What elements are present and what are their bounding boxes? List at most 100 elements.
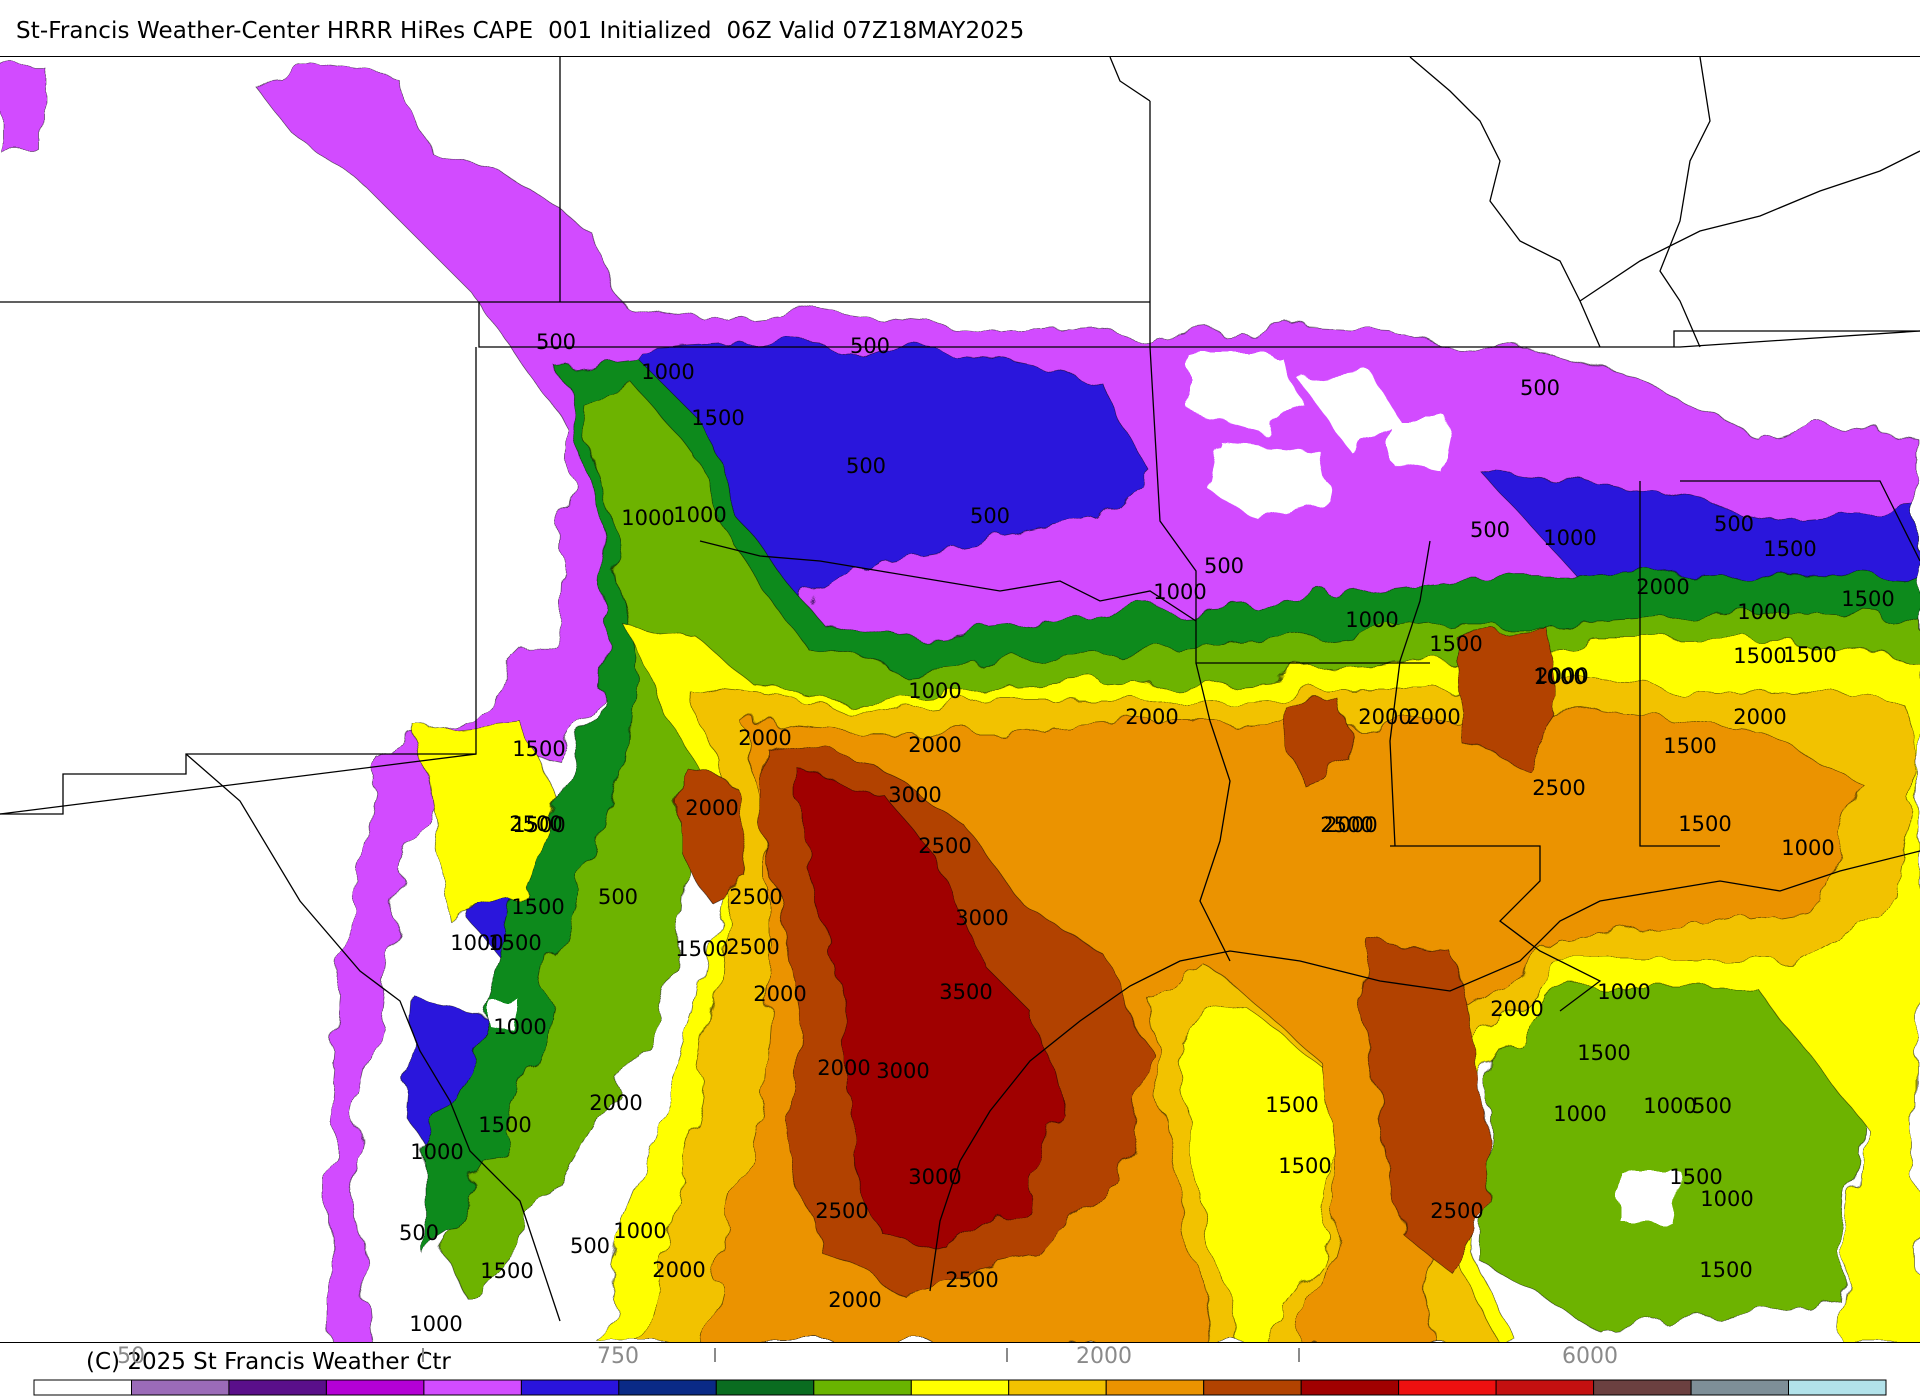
color-scale-box (1788, 1379, 1887, 1396)
border-line-7 (185, 753, 561, 1322)
contour-label: 1500 (1577, 1041, 1630, 1065)
contour-label: 2500 (1430, 1199, 1483, 1223)
border-line-18 (1389, 540, 1431, 847)
border-line-11 (1680, 480, 1920, 562)
contour-label: 2000 (908, 733, 961, 757)
color-scale-box (1105, 1379, 1205, 1396)
contour-label: 2000 (1636, 575, 1689, 599)
cape-field (0, 62, 1920, 1342)
contour-label: 1000 (1737, 600, 1790, 624)
border-line-15 (1579, 150, 1920, 302)
color-scale-box (1008, 1379, 1107, 1396)
color-scale-box (1593, 1379, 1692, 1396)
cape-3000-region (799, 770, 1061, 1252)
contour-label: 1500 (1265, 1093, 1318, 1117)
contour-label: 1000 (1781, 836, 1834, 860)
contour-label: 2000 (738, 726, 791, 750)
contour-label: 2500 (509, 812, 562, 836)
contour-label: 500 (1520, 376, 1560, 400)
contour-label: 500 (598, 885, 638, 909)
border-line-14 (1659, 57, 1711, 348)
contour-label: 3000 (876, 1059, 929, 1083)
color-scale-tick-label: 2000 (1076, 1344, 1132, 1369)
contour-label: 2000 (753, 982, 806, 1006)
contour-label: 1500 (1278, 1154, 1331, 1178)
contour-label: 3000 (908, 1165, 961, 1189)
contour-label: 500 (536, 330, 576, 354)
contour-label: 2000 (1490, 997, 1543, 1021)
contour-label: 1000 (1543, 526, 1596, 550)
contour-label: 1000 (493, 1015, 546, 1039)
contour-label: 1500 (1733, 644, 1786, 668)
contour-label: 1000 (1553, 1102, 1606, 1126)
contour-label: 1000 (1643, 1094, 1696, 1118)
gulf-coastline (929, 850, 1920, 1292)
contour-label: 1500 (1699, 1258, 1752, 1282)
color-scale-tick-label: 6000 (1562, 1344, 1618, 1369)
border-line-6 (0, 753, 476, 815)
contour-label: 2000 (828, 1288, 881, 1312)
color-scale-box (423, 1379, 522, 1396)
contour-label: 500 (570, 1234, 610, 1258)
contour-label: 2000 (1324, 813, 1377, 837)
color-scale-box (1495, 1379, 1595, 1396)
contour-label: 1500 (1429, 632, 1482, 656)
color-scale-box (813, 1379, 912, 1396)
contour-label: 500 (1714, 512, 1754, 536)
map-title: St-Francis Weather-Center HRRR HiRes CAP… (16, 18, 1025, 44)
border-line-13 (1409, 57, 1601, 348)
cape-map: 500 1000 1500 500 500 1000 1000 500 500 1000 1500 5… (0, 56, 1920, 1343)
contour-label: 3000 (888, 783, 941, 807)
contour-label: 1500 (480, 1259, 533, 1283)
contour-label: 500 (1692, 1094, 1732, 1118)
contour-label: 1500 (488, 931, 541, 955)
color-scale-box (131, 1379, 230, 1396)
contour-label: 2000 (1733, 705, 1786, 729)
border-line-12 (1109, 57, 1151, 102)
contour-label: 2500 (815, 1199, 868, 1223)
contour-label: 1000 (673, 503, 726, 527)
political-borders (0, 57, 1920, 1322)
contour-label: 1500 (512, 813, 565, 837)
contour-label: 1000 (1700, 1187, 1753, 1211)
contour-label: 2000 (589, 1091, 642, 1115)
contour-label: 1500 (691, 406, 744, 430)
contour-label: 1000 (613, 1219, 666, 1243)
contour-label: 1500 (512, 737, 565, 761)
color-scale-tick-label: 50 (117, 1344, 145, 1369)
color-scale-box (1203, 1379, 1302, 1396)
border-line-9 (1390, 845, 1602, 1012)
contour-label: 1000 (409, 1312, 462, 1336)
contour-label: 2000 (685, 796, 738, 820)
contour-label: 1500 (1663, 734, 1716, 758)
contour-label: 3500 (939, 980, 992, 1004)
contour-label: 1500 (675, 937, 728, 961)
color-scale-box (33, 1379, 132, 1396)
contour-label: 2500 (918, 834, 971, 858)
color-scale-boxes (33, 1379, 1887, 1396)
contour-label: 1500 (478, 1113, 531, 1137)
contour-label: 2000 (1535, 664, 1588, 688)
contour-label: 2500 (726, 935, 779, 959)
color-scale-box (618, 1379, 717, 1396)
color-scale-box (910, 1379, 1010, 1396)
border-line-8 (1195, 662, 1231, 962)
contour-label: 1000 (621, 506, 674, 530)
contour-label: 3000 (955, 906, 1008, 930)
contour-label: 2000 (652, 1258, 705, 1282)
color-scale-tick-label: 750 (597, 1344, 639, 1369)
contour-label: 2500 (1532, 776, 1585, 800)
contour-label: 1500 (1841, 587, 1894, 611)
contour-label: 500 (1470, 518, 1510, 542)
color-scale-box (1300, 1379, 1400, 1396)
contour-label: 2000 (817, 1056, 870, 1080)
contour-label: 2500 (945, 1268, 998, 1292)
contour-label: 1500 (1783, 643, 1836, 667)
contour-label: 1000 (1345, 608, 1398, 632)
contour-label: 2000 (1125, 705, 1178, 729)
contour-label: 1000 (908, 679, 961, 703)
color-scale-box (325, 1379, 425, 1396)
contour-label: 2000 (1358, 705, 1411, 729)
contour-label: 1500 (1763, 537, 1816, 561)
